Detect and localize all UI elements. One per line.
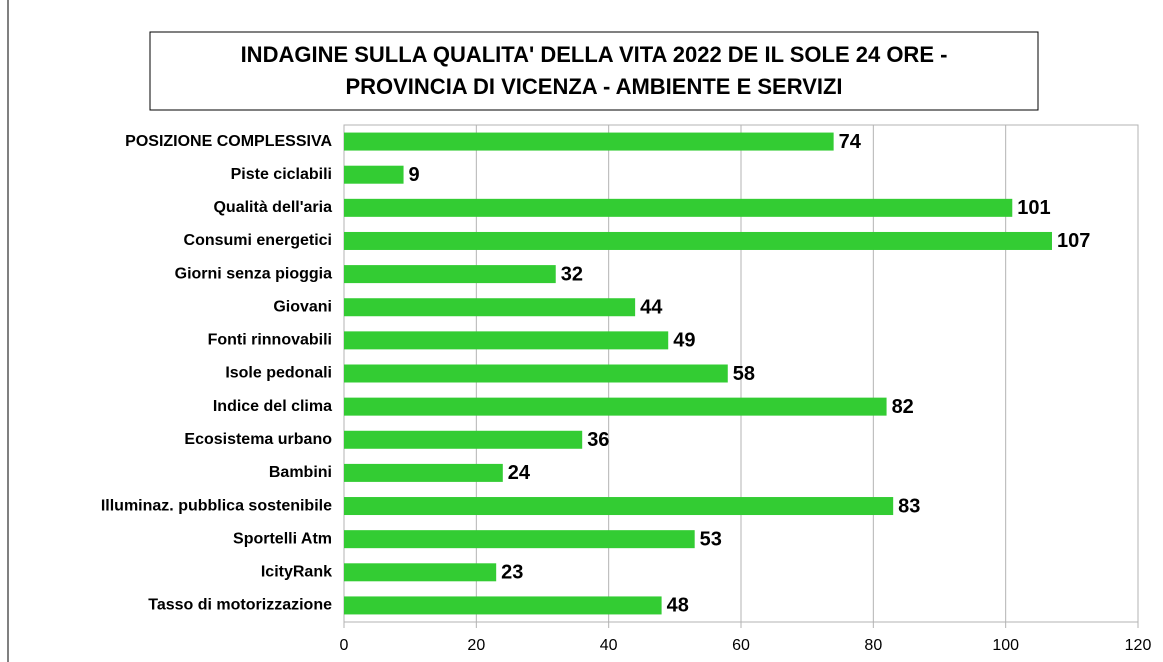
value-label: 36 [587, 429, 609, 451]
bar [344, 265, 556, 284]
bar [344, 497, 894, 516]
y-tick-label: POSIZIONE COMPLESSIVA [125, 133, 332, 150]
bar [344, 430, 583, 449]
value-label: 53 [700, 528, 722, 550]
value-label: 44 [640, 297, 663, 319]
value-label: 107 [1057, 230, 1090, 252]
x-tick-label: 20 [467, 637, 485, 654]
value-label: 32 [561, 263, 583, 285]
bar [344, 530, 695, 549]
bar [344, 364, 728, 383]
value-label: 24 [508, 462, 531, 484]
bar [344, 165, 404, 184]
bar [344, 563, 497, 582]
value-label: 9 [409, 164, 420, 186]
y-tick-label: Consumi energetici [184, 232, 332, 249]
x-tick-label: 100 [992, 637, 1019, 654]
y-tick-label: IcityRank [261, 564, 332, 581]
y-tick-label: Tasso di motorizzazione [148, 597, 332, 614]
bar [344, 298, 636, 317]
y-tick-label: Giovani [273, 298, 332, 315]
y-tick-label: Ecosistema urbano [184, 431, 332, 448]
y-tick-label: Isole pedonali [225, 365, 332, 382]
x-tick-label: 80 [864, 637, 882, 654]
y-tick-label: Giorni senza pioggia [175, 265, 332, 282]
value-label: 58 [733, 363, 755, 385]
value-label: 83 [898, 495, 920, 517]
value-label: 23 [501, 562, 523, 584]
bar [344, 132, 834, 151]
x-tick-label: 120 [1125, 637, 1152, 654]
bar [344, 331, 669, 350]
value-label: 101 [1017, 197, 1050, 219]
value-label: 74 [839, 131, 862, 153]
y-tick-label: Qualità dell'aria [213, 199, 332, 216]
bar [344, 198, 1013, 217]
bar [344, 463, 503, 482]
value-label: 48 [667, 595, 689, 617]
y-tick-label: Sportelli Atm [233, 530, 332, 547]
y-tick-label: Fonti rinnovabili [208, 332, 332, 349]
value-label: 82 [892, 396, 914, 418]
x-tick-label: 0 [340, 637, 349, 654]
bar [344, 231, 1052, 250]
bar [344, 596, 662, 615]
value-label: 49 [673, 330, 695, 352]
x-tick-label: 40 [600, 637, 618, 654]
title-box [149, 31, 1039, 111]
y-tick-label: Illuminaz. pubblica sostenibile [101, 497, 332, 514]
y-tick-label: Bambini [269, 464, 332, 481]
x-tick-label: 60 [732, 637, 750, 654]
bar [344, 397, 887, 416]
y-tick-label: Indice del clima [213, 398, 332, 415]
y-tick-label: Piste ciclabili [231, 166, 332, 183]
chart-title: INDAGINE SULLA QUALITA' DELLA VITA 2022 … [241, 42, 948, 67]
chart-title: PROVINCIA DI VICENZA - AMBIENTE E SERVIZ… [345, 74, 842, 99]
